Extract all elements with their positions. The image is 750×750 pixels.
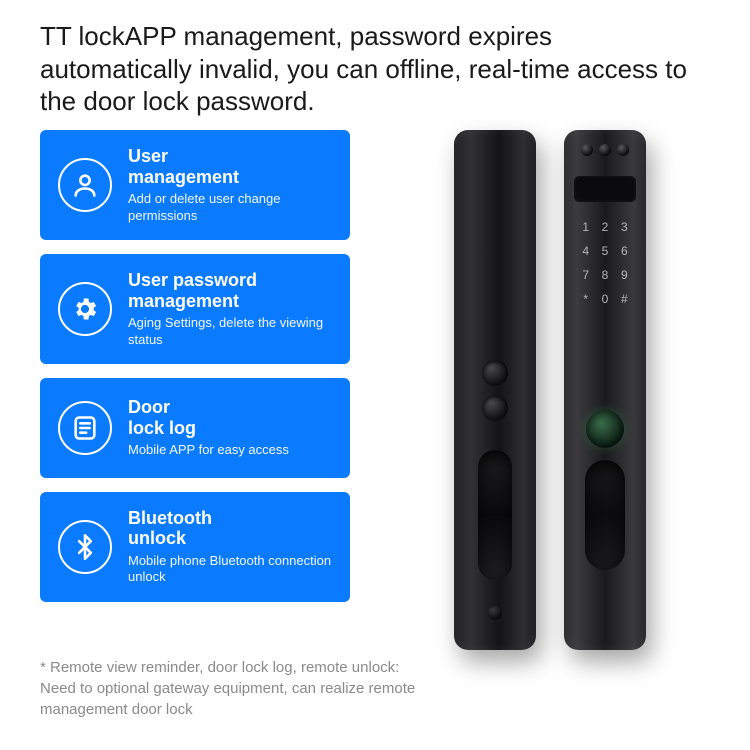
feature-title: Bluetoothunlock [128, 508, 332, 549]
feature-card: Usermanagement Add or delete user change … [40, 130, 350, 240]
keypad: 123 456 789 * 0 # [578, 220, 632, 306]
fingerprint-sensor [586, 410, 624, 448]
keypad-key: 7 [578, 268, 593, 282]
lock-front-view: 123 456 789 * 0 # [564, 130, 646, 650]
keypad-key: 9 [617, 268, 632, 282]
feature-text: Bluetoothunlock Mobile phone Bluetooth co… [128, 508, 332, 586]
keypad-key: 5 [597, 244, 612, 258]
feature-card: Bluetoothunlock Mobile phone Bluetooth co… [40, 492, 350, 602]
keypad-key: # [617, 292, 632, 306]
keypad-key: 3 [617, 220, 632, 234]
product-image: 123 456 789 * 0 # [410, 130, 690, 660]
bluetooth-icon [58, 520, 112, 574]
feature-text: Doorlock log Mobile APP for easy access [128, 397, 289, 459]
keypad-key: * [578, 292, 593, 306]
header-text: TT lockAPP management, password expires … [40, 20, 710, 118]
log-icon [58, 401, 112, 455]
keypad-key: 0 [597, 292, 612, 306]
feature-subtitle: Add or delete user change permissions [128, 191, 332, 224]
keypad-key: 2 [597, 220, 612, 234]
feature-subtitle: Aging Settings, delete the viewing statu… [128, 315, 332, 348]
handle-slot [585, 460, 625, 570]
keypad-key: 4 [578, 244, 593, 258]
feature-title: User passwordmanagement [128, 270, 332, 311]
lock-side-view [454, 130, 536, 650]
keypad-key: 6 [617, 244, 632, 258]
keypad-key: 1 [578, 220, 593, 234]
feature-list: Usermanagement Add or delete user change … [40, 130, 350, 602]
camera-row [564, 144, 646, 156]
lock-display [574, 176, 636, 202]
feature-card: Doorlock log Mobile APP for easy access [40, 378, 350, 478]
feature-title: Doorlock log [128, 397, 289, 438]
feature-subtitle: Mobile phone Bluetooth connection unlock [128, 553, 332, 586]
footnote-text: * Remote view reminder, door lock log, r… [40, 657, 490, 720]
user-icon [58, 158, 112, 212]
feature-text: Usermanagement Add or delete user change … [128, 146, 332, 224]
gear-icon [58, 282, 112, 336]
feature-title: Usermanagement [128, 146, 332, 187]
keypad-key: 8 [597, 268, 612, 282]
feature-text: User passwordmanagement Aging Settings, d… [128, 270, 332, 348]
feature-card: User passwordmanagement Aging Settings, d… [40, 254, 350, 364]
feature-subtitle: Mobile APP for easy access [128, 442, 289, 458]
